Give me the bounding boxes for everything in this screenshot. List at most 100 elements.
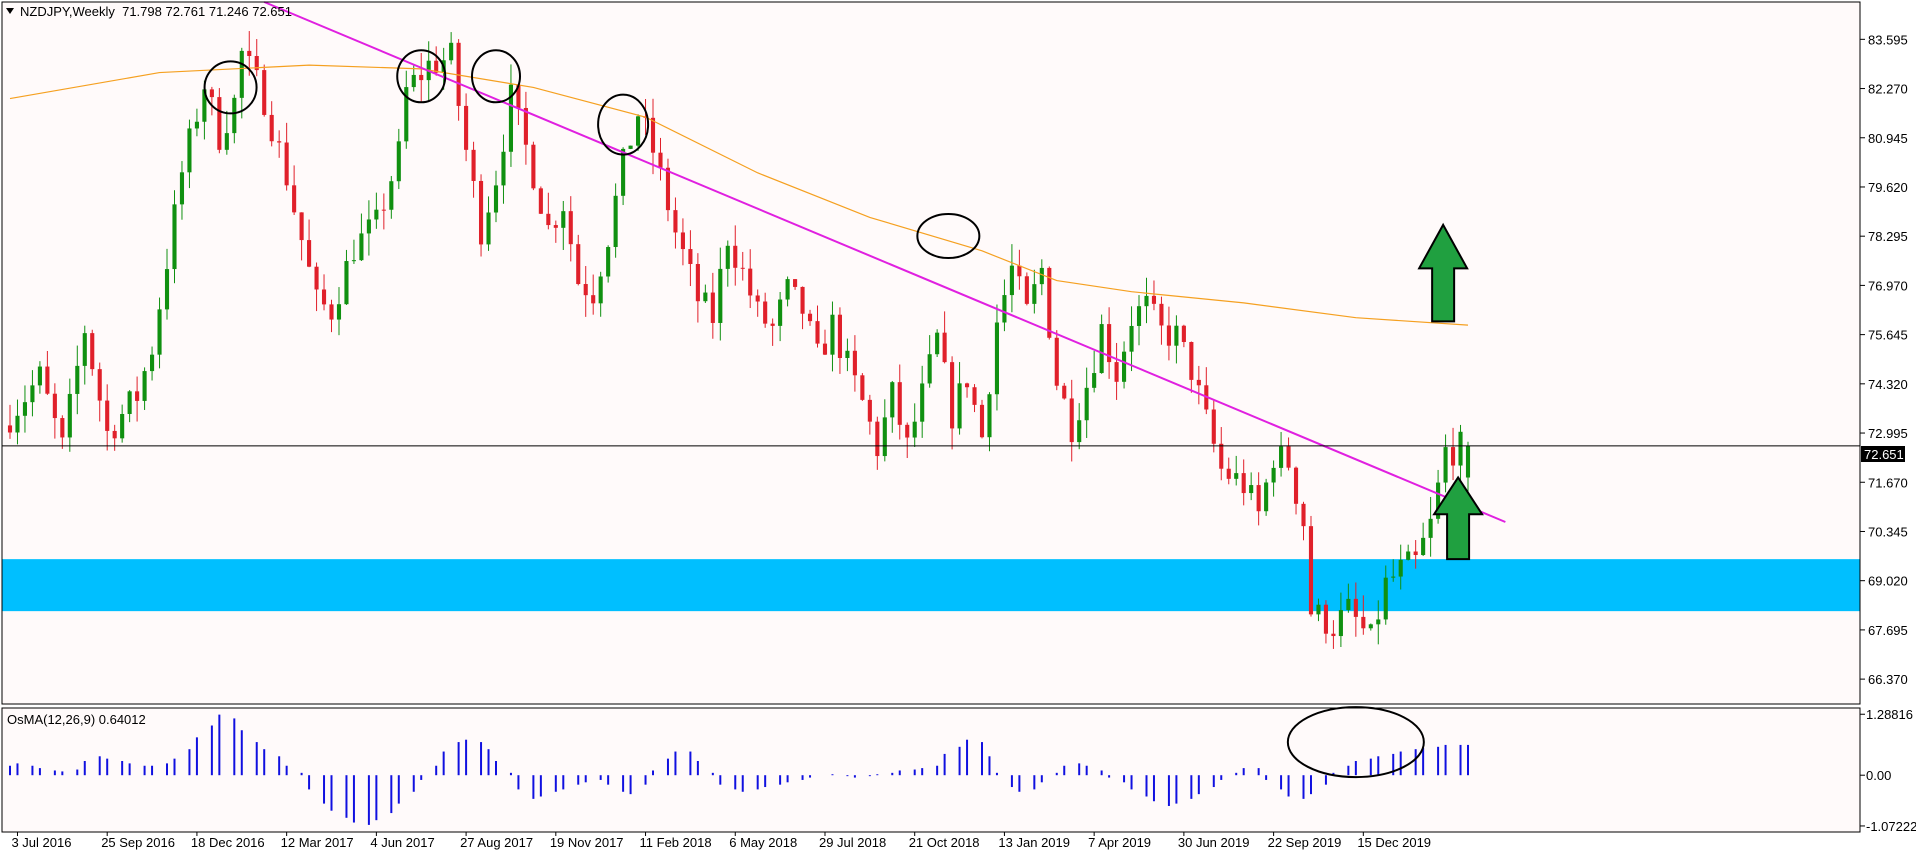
candle-body xyxy=(621,148,626,196)
candle-body xyxy=(464,105,469,150)
time-tick-label: 13 Jan 2019 xyxy=(998,835,1070,850)
candle-body xyxy=(172,204,177,270)
candle-body xyxy=(60,418,65,438)
price-tick-label: 67.695 xyxy=(1868,623,1908,638)
candle-body xyxy=(1114,362,1119,382)
candle-body xyxy=(404,87,409,142)
candle-body xyxy=(307,240,312,267)
candle-body xyxy=(157,309,162,355)
candle-body xyxy=(209,89,214,98)
time-tick-label: 19 Nov 2017 xyxy=(550,835,624,850)
candle-body xyxy=(576,244,581,285)
candle-body xyxy=(1039,267,1044,285)
candle-body xyxy=(164,269,170,310)
candle-body xyxy=(1077,420,1082,443)
candle-body xyxy=(1383,577,1388,620)
price-tick-label: 82.270 xyxy=(1868,82,1908,97)
osma-tick-label: -1.07222 xyxy=(1866,819,1916,834)
candle-body xyxy=(202,89,207,122)
candle-body xyxy=(1316,604,1321,615)
candle-body xyxy=(1084,387,1089,421)
candle-body xyxy=(456,42,461,106)
candle-body xyxy=(471,149,476,181)
up-arrow xyxy=(1432,475,1484,561)
candle-body xyxy=(837,314,842,359)
candle-body xyxy=(1301,503,1306,527)
candle-body xyxy=(1443,447,1448,483)
candle-body xyxy=(336,304,342,320)
candle-body xyxy=(606,247,611,277)
price-tick-label: 80.945 xyxy=(1868,131,1908,146)
candle-body xyxy=(1346,598,1351,611)
candle-body xyxy=(30,385,35,403)
candle-body xyxy=(329,304,334,320)
candle-body xyxy=(1189,342,1194,380)
candle-body xyxy=(1323,604,1328,634)
candle-body xyxy=(568,211,573,245)
candle-body xyxy=(1421,537,1426,556)
price-tick-label: 66.370 xyxy=(1868,672,1908,687)
candle-body xyxy=(1293,467,1299,504)
osma-tick-label: 0.00 xyxy=(1866,768,1891,783)
candle-body xyxy=(830,314,835,355)
candle-body xyxy=(381,209,386,211)
candle-body xyxy=(1353,598,1358,617)
candle-body xyxy=(1436,482,1441,519)
candle-body xyxy=(613,195,618,248)
candle-body xyxy=(321,289,327,305)
candle-body xyxy=(82,333,87,366)
candle-body xyxy=(224,133,229,150)
candle-body xyxy=(875,421,880,457)
candle-body xyxy=(740,267,745,269)
candle-body xyxy=(75,365,80,394)
candle-body xyxy=(538,188,543,214)
candle-body xyxy=(374,209,379,220)
osma-pane-frame xyxy=(1,707,1861,833)
candle-body xyxy=(531,144,536,189)
candle-body xyxy=(882,417,887,457)
candle-body xyxy=(733,245,738,268)
candle-body xyxy=(897,382,902,425)
candle-body xyxy=(1308,526,1314,615)
candle-body xyxy=(972,387,977,405)
candle-body xyxy=(45,366,50,394)
candle-body xyxy=(344,261,349,305)
candle-body xyxy=(1122,351,1127,382)
candle-body xyxy=(636,116,641,146)
candle-body xyxy=(785,279,790,300)
candle-body xyxy=(1211,409,1216,444)
main-pane-frame xyxy=(1,1,1861,705)
candle-body xyxy=(890,382,895,418)
candle-body xyxy=(508,84,514,152)
candle-body xyxy=(628,145,633,149)
candle-body xyxy=(90,333,95,370)
candle-body xyxy=(718,268,723,323)
candle-body xyxy=(262,70,267,115)
price-tick-label: 76.970 xyxy=(1868,278,1908,293)
candle-body xyxy=(1413,551,1418,556)
candle-body xyxy=(1391,576,1396,578)
candle-body xyxy=(1271,467,1276,483)
candle-body xyxy=(1428,518,1433,538)
trendline xyxy=(263,1,1506,523)
candle-body xyxy=(22,402,28,416)
candle-body xyxy=(150,354,155,372)
time-tick-label: 15 Dec 2019 xyxy=(1357,835,1431,850)
price-tick-label: 78.295 xyxy=(1868,229,1908,244)
price-label: 72.651 xyxy=(1864,447,1904,462)
candle-body xyxy=(658,152,663,168)
candle-body xyxy=(1129,325,1134,352)
candle-body xyxy=(770,323,775,326)
symbol-info-label: NZDJPY,Weekly 71.798 72.761 71.246 72.65… xyxy=(20,4,292,19)
candle-body xyxy=(247,50,252,57)
candle-body xyxy=(591,295,596,304)
symbol-menu-icon[interactable] xyxy=(6,8,14,14)
candle-body xyxy=(905,424,910,438)
candle-body xyxy=(680,232,685,250)
candle-body xyxy=(1054,337,1059,386)
candle-body xyxy=(179,172,185,205)
time-tick-label: 22 Sep 2019 xyxy=(1268,835,1342,850)
candle-body xyxy=(845,350,850,359)
candle-body xyxy=(778,299,783,326)
candle-body xyxy=(673,210,678,233)
